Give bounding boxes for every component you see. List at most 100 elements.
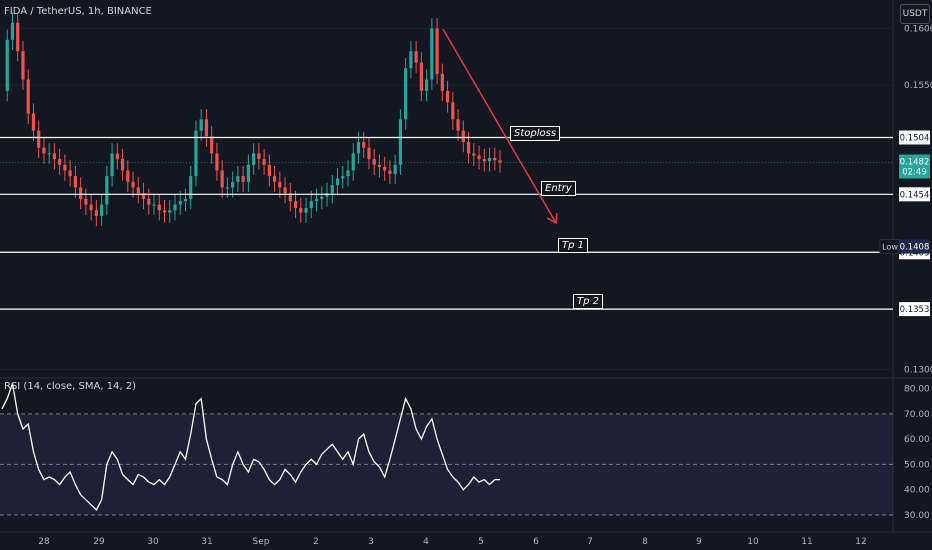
candle-body <box>115 153 119 160</box>
candle-body <box>157 204 161 211</box>
candle-body <box>236 176 240 182</box>
rsi-header: RSI (14, close, SMA, 14, 2) <box>4 381 137 392</box>
tp2-label: Tp 2 <box>573 294 603 309</box>
candle-body <box>79 187 83 199</box>
level-tag <box>899 130 930 145</box>
trend-arrow-head <box>546 212 558 225</box>
candle-body <box>283 187 287 194</box>
candle-body <box>435 28 439 74</box>
candle-body <box>141 193 146 199</box>
candle-body <box>47 153 51 155</box>
candle-body <box>335 178 340 186</box>
candle-body <box>409 51 413 69</box>
candle-body <box>152 204 156 206</box>
current-price-value: 0.1482 <box>900 158 930 168</box>
candle-body <box>89 204 93 211</box>
level-tag-value: 0.1454 <box>900 190 930 200</box>
candle-body <box>341 176 345 179</box>
candle-body <box>16 22 20 52</box>
candle-body <box>84 198 88 205</box>
rsi-tick-label: 50.00 <box>904 460 930 470</box>
candle-body <box>272 176 277 182</box>
rsi-tick-label: 70.00 <box>904 410 930 420</box>
candle-body <box>220 170 224 188</box>
candle-body <box>293 201 298 208</box>
symbol-header: FIDA / TetherUS, 1h, BINANCE <box>4 6 152 17</box>
rsi-tick-label: 80.00 <box>904 385 930 395</box>
rsi-tick-label: 30.00 <box>904 511 930 521</box>
level-tag <box>899 187 930 202</box>
candle-body <box>94 210 98 216</box>
candle-body <box>42 147 46 154</box>
candle-body <box>21 51 25 80</box>
candle-body <box>425 79 429 91</box>
candle-body <box>257 153 261 160</box>
candle-body <box>482 159 486 162</box>
candle-body <box>194 130 198 177</box>
candle-body <box>430 28 434 80</box>
candle-body <box>398 119 402 165</box>
time-tick-label: 5 <box>478 537 484 547</box>
candle-body <box>52 153 57 160</box>
candle-body <box>58 159 62 165</box>
rsi-tick-label: 60.00 <box>904 435 930 445</box>
time-tick-label: 29 <box>93 537 105 547</box>
candle-body <box>487 157 492 162</box>
candle-body <box>5 39 9 91</box>
candle-body <box>314 198 319 202</box>
time-tick-label: 7 <box>587 537 593 547</box>
low-marker-value: 0.1408 <box>900 243 930 253</box>
candle-body <box>183 198 188 202</box>
candle-body <box>168 210 172 213</box>
candle-body <box>147 198 151 205</box>
candle-body <box>367 147 371 160</box>
candle-body <box>267 164 271 177</box>
candle-body <box>309 201 313 208</box>
candle-body <box>472 153 476 156</box>
time-tick-label: Sep <box>253 537 270 547</box>
countdown-value: 02:49 <box>902 168 927 178</box>
candle-body <box>120 159 125 171</box>
candle-body <box>445 90 450 103</box>
candle-body <box>477 155 481 160</box>
candle-body <box>136 187 140 194</box>
currency-button[interactable]: USDT <box>900 4 930 24</box>
candle-body <box>110 153 114 177</box>
candle-body <box>37 130 41 148</box>
candle-body <box>105 176 109 205</box>
candle-body <box>493 157 497 161</box>
candle-body <box>215 153 219 171</box>
candle-body <box>162 210 167 213</box>
candle-body <box>498 160 502 163</box>
candle-body <box>100 204 104 216</box>
trend-arrow-line <box>442 28 557 224</box>
time-tick-label: 9 <box>696 537 702 547</box>
time-tick-label: 3 <box>368 537 374 547</box>
candle-body <box>63 164 67 171</box>
candle-body <box>304 207 308 213</box>
candle-body <box>461 130 465 143</box>
time-tick-label: 8 <box>642 537 648 547</box>
candle-body <box>189 176 193 199</box>
candle-body <box>330 185 334 194</box>
level-tag-value: 0.1504 <box>900 134 930 144</box>
candle-body <box>68 170 72 177</box>
candle-body <box>440 73 444 91</box>
candle-body <box>204 119 209 137</box>
candle-body <box>26 79 30 114</box>
candle-body <box>278 181 282 188</box>
rsi-line <box>1 383 500 511</box>
current-price-tag <box>899 154 930 179</box>
time-tick-label: 2 <box>313 537 319 547</box>
candle-body <box>346 170 350 177</box>
rsi-tick-label: 40.00 <box>904 486 930 496</box>
level-tag-value: 0.1353 <box>900 305 930 315</box>
tp1-label: Tp 1 <box>558 238 588 253</box>
low-marker-tag <box>899 239 930 254</box>
candle-body <box>299 207 303 213</box>
time-tick-label: 11 <box>801 537 812 547</box>
candle-body <box>231 181 235 188</box>
